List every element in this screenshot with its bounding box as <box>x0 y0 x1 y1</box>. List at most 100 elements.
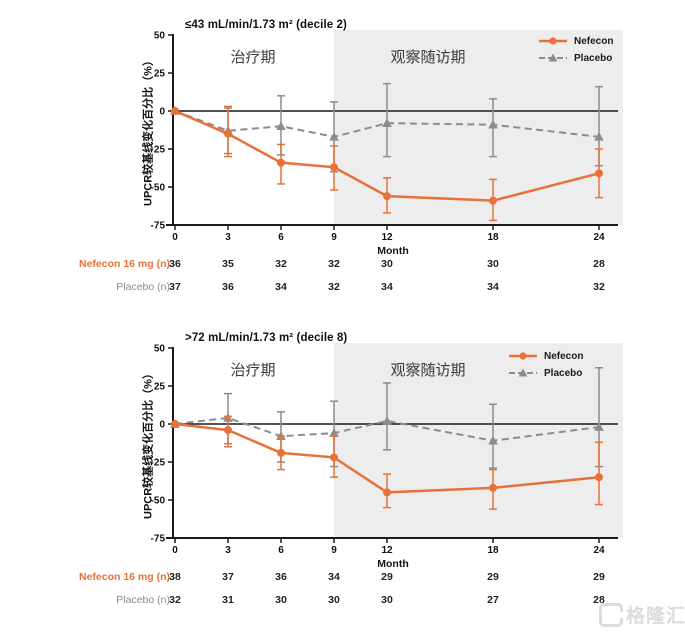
n-count-value: 34 <box>328 571 340 583</box>
nefecon-point <box>224 129 232 138</box>
legend-entry-placebo: Placebo <box>508 366 583 380</box>
legend-entry-nefecon: Nefecon <box>508 349 583 363</box>
chart1-title: ≤43 mL/min/1.73 m² (decile 2) <box>185 18 347 31</box>
legend-label-nefecon: Nefecon <box>574 35 614 47</box>
followup-shaded-region <box>334 343 623 538</box>
nefecon-point <box>383 192 391 201</box>
placebo-point <box>488 119 498 129</box>
y-tick-label: -50 <box>151 496 166 507</box>
nefecon-point <box>277 448 285 457</box>
nefecon-point <box>330 163 338 172</box>
n-count-value: 27 <box>487 594 499 606</box>
chart1-treatment-phase-label: 治疗期 <box>230 49 276 66</box>
placebo-point <box>329 428 339 437</box>
chart2-legend: Nefecon Placebo <box>508 349 583 380</box>
n-count-value: 32 <box>593 281 605 293</box>
y-tick-label: 0 <box>159 107 165 118</box>
watermark: 格隆汇 <box>599 601 685 628</box>
n-count-value: 36 <box>275 571 287 583</box>
n-count-value: 34 <box>275 281 287 293</box>
n-count-value: 28 <box>593 258 605 270</box>
nefecon-point <box>330 453 338 462</box>
placebo-point <box>488 435 498 445</box>
chart1-x-axis-title: Month <box>377 245 409 257</box>
placebo-point <box>382 415 392 425</box>
y-tick-label: 0 <box>159 420 165 431</box>
n-count-value: 29 <box>381 571 393 583</box>
n-count-value: 38 <box>169 571 181 583</box>
n-count-value: 32 <box>275 258 287 270</box>
y-tick-label: -25 <box>151 145 166 156</box>
chart2-treatment-phase-label: 治疗期 <box>230 362 276 379</box>
x-tick-label: 0 <box>172 545 178 556</box>
x-tick-label: 3 <box>225 545 231 556</box>
chart2-y-axis-label: UPCR较基线变化百分比（%） <box>142 368 155 519</box>
x-tick-label: 0 <box>172 232 178 243</box>
nefecon-line-marker-icon <box>539 37 567 45</box>
legend-entry-placebo: Placebo <box>538 51 613 65</box>
y-tick-label: 50 <box>154 31 166 42</box>
n-count-value: 30 <box>275 594 287 606</box>
n-count-value: 32 <box>169 594 181 606</box>
legend-label-placebo: Placebo <box>544 367 583 379</box>
x-tick-label: 3 <box>225 232 231 243</box>
nefecon-point <box>171 420 179 428</box>
n-count-value: 30 <box>487 258 499 270</box>
x-tick-label: 24 <box>593 545 605 556</box>
n-count-value: 35 <box>222 258 234 270</box>
x-tick-label: 12 <box>381 232 393 243</box>
nefecon-point <box>277 158 285 167</box>
nefecon-point <box>595 473 603 482</box>
x-tick-label: 6 <box>278 545 284 556</box>
chart1-y-axis-label: UPCR较基线变化百分比（%） <box>142 55 155 206</box>
nefecon-point <box>171 107 179 115</box>
placebo-point <box>276 121 286 130</box>
x-tick-label: 9 <box>331 545 337 556</box>
chart2-placebo-n-row: Placebo (n) 32 31 30 30 30 27 28 <box>0 594 685 608</box>
nefecon-line-marker-icon <box>509 352 537 360</box>
n-count-value: 34 <box>487 281 499 293</box>
n-count-value: 30 <box>381 258 393 270</box>
placebo-point <box>329 131 339 141</box>
legend-entry-nefecon: Nefecon <box>538 34 613 48</box>
chart1-followup-phase-label: 观察随访期 <box>390 49 466 66</box>
x-tick-label: 9 <box>331 232 337 243</box>
nefecon-point <box>595 169 603 178</box>
n-count-value: 30 <box>381 594 393 606</box>
legend-label-placebo: Placebo <box>574 52 613 64</box>
chart1-legend: Nefecon Placebo <box>538 34 613 65</box>
n-count-value: 37 <box>222 571 234 583</box>
nefecon-point <box>224 426 232 435</box>
row-label: Placebo (n) <box>116 594 170 606</box>
watermark-text: 格隆汇 <box>626 606 685 627</box>
chart2-followup-phase-label: 观察随访期 <box>390 362 466 379</box>
n-count-value: 31 <box>222 594 234 606</box>
n-count-value: 29 <box>487 571 499 583</box>
x-tick-label: 24 <box>593 232 605 243</box>
gelonghui-logo-icon <box>599 602 623 627</box>
y-tick-label: 50 <box>154 344 166 355</box>
n-count-value: 29 <box>593 571 605 583</box>
n-count-value: 30 <box>328 594 340 606</box>
n-count-value: 32 <box>328 281 340 293</box>
row-label: Nefecon 16 mg (n) <box>78 571 170 583</box>
row-label: Placebo (n) <box>116 281 170 293</box>
chart1-nefecon-n-row: Nefecon 16 mg (n) 36 35 32 32 30 30 28 <box>0 258 685 272</box>
n-count-value: 32 <box>328 258 340 270</box>
nefecon-point <box>489 196 497 205</box>
y-tick-label: -25 <box>151 458 166 469</box>
x-tick-label: 18 <box>487 545 499 556</box>
placebo-line-marker-icon <box>509 368 537 377</box>
x-tick-label: 6 <box>278 232 284 243</box>
n-count-value: 36 <box>222 281 234 293</box>
n-count-value: 28 <box>593 594 605 606</box>
legend-label-nefecon: Nefecon <box>544 350 584 362</box>
placebo-point <box>594 422 604 431</box>
row-label: Nefecon 16 mg (n) <box>78 258 170 270</box>
y-tick-label: -75 <box>151 221 166 232</box>
placebo-point <box>382 118 392 127</box>
x-tick-label: 12 <box>381 545 393 556</box>
n-count-value: 37 <box>169 281 181 293</box>
